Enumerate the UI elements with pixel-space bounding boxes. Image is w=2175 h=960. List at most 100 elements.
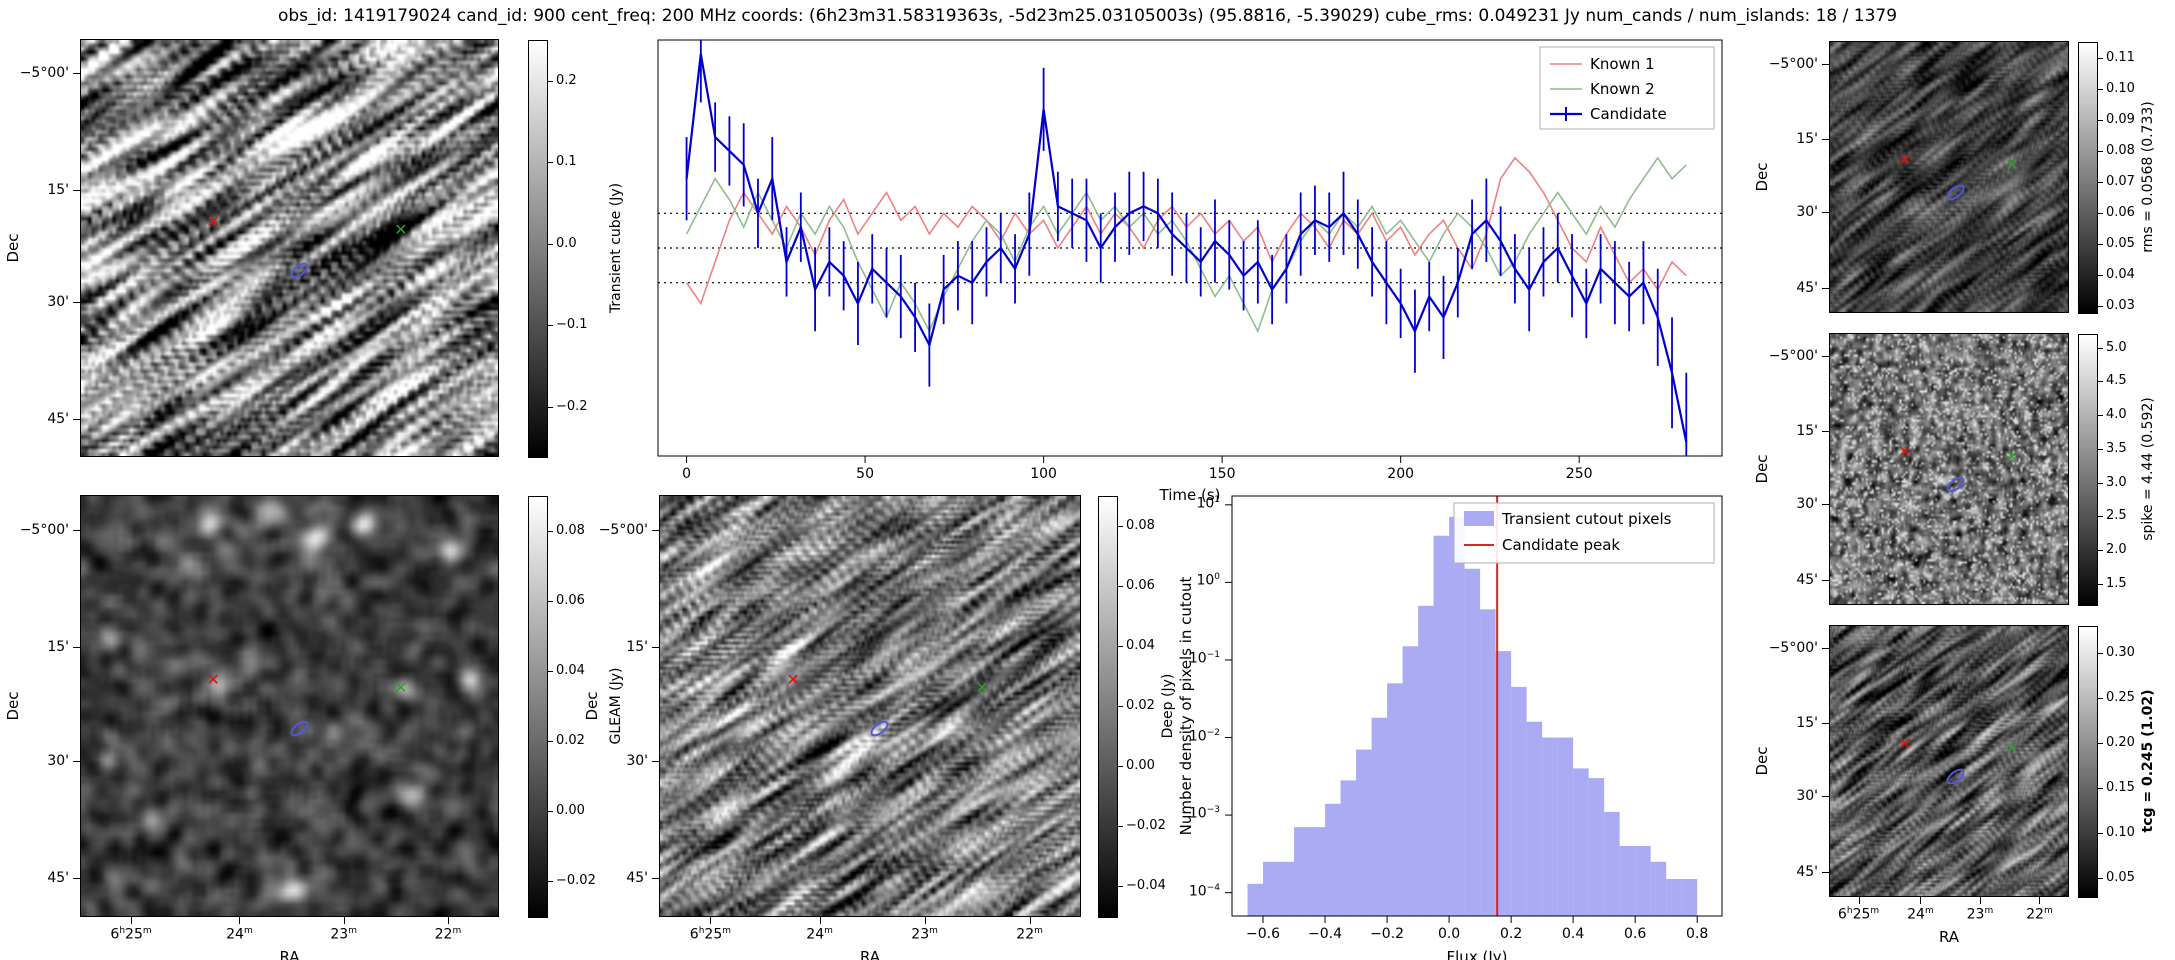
transient-dec-tick xyxy=(73,189,80,191)
gleam-colorbar-axis-label: GLEAM (Jy) xyxy=(608,667,624,745)
tcg-known2-x-marker: ✕ xyxy=(2005,739,2019,759)
transient-dec-tick-label: −5°00' xyxy=(19,65,69,82)
histogram-bar xyxy=(1402,646,1419,916)
transient-colorbar-tick-label: −0.1 xyxy=(556,317,588,333)
spike-colorbar-tick xyxy=(2098,583,2103,585)
tcg-dec-tick xyxy=(1822,871,1829,873)
gleam-ra-tick-label: 24m xyxy=(226,926,253,943)
histogram-x-tick-label: −0.6 xyxy=(1246,926,1280,942)
deep-ra-tick-label: 23m xyxy=(911,926,938,943)
rms-colorbar-tick-label: 0.03 xyxy=(2106,297,2135,313)
rms-colorbar-tick xyxy=(2098,57,2103,59)
spike-colorbar-tick-label: 5.0 xyxy=(2106,339,2127,355)
histogram-bar xyxy=(1573,768,1589,916)
deep-known2-x-marker: ✕ xyxy=(975,678,989,698)
spike-colorbar-tick-label: 4.0 xyxy=(2106,407,2127,422)
rms-colorbar xyxy=(2078,42,2098,314)
histogram-panel: Transient cutout pixels Candidate peak xyxy=(1225,495,1723,923)
transient-dec-tick-label: 15' xyxy=(47,181,69,198)
histogram-bar xyxy=(1356,749,1372,916)
gleam-dec-tick-label: 45' xyxy=(47,870,69,887)
histogram-bar xyxy=(1418,605,1434,916)
deep-colorbar-tick-label: 0.06 xyxy=(1126,578,1155,593)
transient-colorbar-axis-label: Transient cube (Jy) xyxy=(608,182,624,314)
rms-cutout-image xyxy=(1830,42,2068,312)
lightcurve-x-tick-label: 200 xyxy=(1387,466,1415,482)
tcg-colorbar-tick xyxy=(2098,653,2103,654)
spike-colorbar-tick-label: 2.0 xyxy=(2106,542,2127,557)
histogram-bar xyxy=(1371,717,1388,916)
deep-colorbar xyxy=(1098,496,1118,918)
rms-dec-tick-label: 30' xyxy=(1796,204,1818,221)
rms-colorbar-tick-label: 0.10 xyxy=(2106,80,2135,96)
spike-colorbar-tick xyxy=(2098,415,2103,416)
candidate-line xyxy=(685,53,1688,443)
gleam-known2-x-marker: ✕ xyxy=(394,678,408,698)
tcg-ra-axis-label: RA xyxy=(1938,928,1960,946)
rms-colorbar-tick-label: 0.04 xyxy=(2106,266,2135,282)
deep-ra-tick xyxy=(710,917,712,924)
gleam-dec-tick xyxy=(73,647,80,649)
histogram-bar xyxy=(1511,686,1527,916)
transient-colorbar-tick xyxy=(548,80,553,82)
rms-colorbar-axis-label: rms = 0.0568 (0.733) xyxy=(2140,101,2156,253)
rms-dec-tick xyxy=(1822,63,1829,65)
spike-dec-tick xyxy=(1822,579,1829,581)
gleam-ra-tick xyxy=(343,917,345,924)
tcg-ra-tick xyxy=(1920,897,1922,904)
spike-colorbar xyxy=(2078,334,2098,606)
transient-dec-tick xyxy=(73,418,80,420)
transient-colorbar-tick-label: 0.0 xyxy=(556,235,577,251)
tcg-colorbar-tick xyxy=(2098,743,2103,744)
gleam-colorbar-tick xyxy=(548,601,553,602)
deep-colorbar-tick-label: 0.08 xyxy=(1126,518,1155,533)
rms-dec-tick-label: −5°00' xyxy=(1768,55,1818,72)
tcg-colorbar-tick xyxy=(2098,878,2103,879)
rms-known1-x-marker: ✕ xyxy=(1898,149,1912,169)
histogram-bar xyxy=(1387,683,1403,916)
lightcurve-axes-frame xyxy=(657,39,1723,457)
histogram-bar xyxy=(1604,811,1620,916)
tcg-colorbar-tick-label: 0.10 xyxy=(2106,825,2135,840)
histogram-bar xyxy=(1650,861,1667,916)
rms-dec-tick xyxy=(1822,139,1829,141)
tcg-colorbar-tick xyxy=(2098,833,2103,834)
rms-colorbar-tick xyxy=(2098,305,2103,307)
histogram-y-tick-label: 10−4 xyxy=(1188,882,1220,900)
histogram-axes-frame xyxy=(1231,495,1723,917)
spike-colorbar-tick xyxy=(2098,482,2103,484)
gleam-dec-tick-label: 15' xyxy=(47,639,69,656)
tcg-colorbar-tick-label: 0.25 xyxy=(2106,690,2135,705)
histogram-y-tick-label: 100 xyxy=(1196,572,1220,590)
rms-dec-tick-label: 15' xyxy=(1796,131,1818,148)
rms-colorbar-tick xyxy=(2098,212,2103,214)
spike-colorbar-tick xyxy=(2098,550,2103,551)
lightcurve-x-tick-label: 50 xyxy=(856,466,874,482)
histogram-y-tick-label: 101 xyxy=(1196,494,1220,512)
spike-colorbar-tick xyxy=(2098,347,2103,349)
transient-colorbar-tick-label: −0.2 xyxy=(556,399,588,415)
rms-colorbar-tick xyxy=(2098,181,2103,183)
histogram-bar xyxy=(1294,827,1310,916)
histogram-x-tick-label: −0.2 xyxy=(1370,926,1405,942)
deep-ra-tick-label: 22m xyxy=(1016,926,1043,943)
legend-label: Transient cutout pixels xyxy=(1501,510,1672,528)
histogram-bar xyxy=(1449,516,1465,916)
gleam-colorbar-tick-label: −0.02 xyxy=(556,873,596,888)
spike-colorbar-tick-label: 2.5 xyxy=(2106,508,2127,524)
histogram-bar xyxy=(1526,721,1543,916)
tcg-cutout-image xyxy=(1830,626,2068,896)
lightcurve-legend: Known 1 Known 2 Candidate xyxy=(1539,46,1715,130)
gleam-colorbar-tick xyxy=(548,741,553,742)
deep-dec-tick xyxy=(652,529,659,531)
histogram-bar xyxy=(1247,883,1264,916)
tcg-dec-tick-label: 45' xyxy=(1796,863,1818,880)
transient-colorbar xyxy=(528,40,548,458)
tcg-ra-tick xyxy=(1979,897,1981,904)
deep-dec-tick-label: 45' xyxy=(626,870,648,887)
histogram-x-tick-label: 0.6 xyxy=(1624,926,1647,942)
histogram-y-axis-label: Number density of pixels in cutout xyxy=(1177,576,1195,836)
spike-known1-x-marker: ✕ xyxy=(1898,441,1912,461)
histogram-y-tick-label: 10−3 xyxy=(1188,805,1220,822)
tcg-ra-tick-label: 6h25m xyxy=(1837,906,1880,923)
